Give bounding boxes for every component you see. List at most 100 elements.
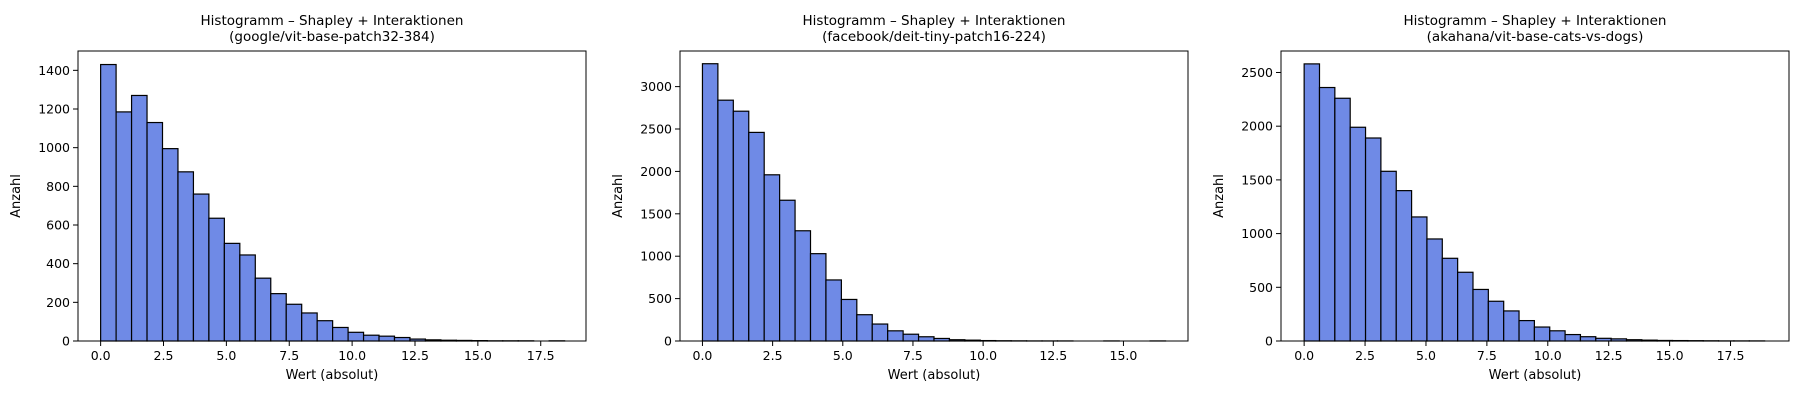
x-axis-label: Wert (absolut) bbox=[1489, 368, 1582, 383]
x-tick-label: 15.0 bbox=[1656, 348, 1684, 363]
y-tick-label: 1200 bbox=[38, 102, 70, 117]
y-tick-label: 200 bbox=[46, 295, 70, 310]
histogram-bar bbox=[1426, 238, 1443, 342]
x-tick-label: 10.0 bbox=[969, 348, 997, 363]
histogram-bar bbox=[1441, 257, 1459, 342]
histogram-bar bbox=[161, 148, 179, 342]
y-tick-label: 1000 bbox=[38, 140, 70, 155]
histogram-bar bbox=[809, 253, 827, 342]
x-tick-label: 5.0 bbox=[1416, 348, 1436, 363]
histogram-bar bbox=[1579, 336, 1597, 342]
histogram-bar bbox=[825, 279, 842, 342]
histogram-bar bbox=[717, 99, 734, 342]
x-tick-label: 0.0 bbox=[1294, 348, 1314, 363]
x-tick-label: 7.5 bbox=[1477, 348, 1497, 363]
bars bbox=[100, 63, 566, 342]
histogram-bar bbox=[254, 277, 272, 342]
histogram-bar bbox=[1318, 86, 1336, 342]
histogram-bar bbox=[378, 335, 396, 342]
x-axis-label: Wert (absolut) bbox=[888, 368, 981, 383]
x-tick-label: 2.5 bbox=[1355, 348, 1375, 363]
histogram-bar bbox=[1518, 319, 1535, 342]
histogram-bar bbox=[347, 331, 365, 342]
histogram-bar bbox=[115, 111, 133, 342]
y-tick-label: 1000 bbox=[640, 249, 672, 264]
histogram-panel-akahana-vit: Histogramm – Shapley + Interaktionen(aka… bbox=[1212, 13, 1790, 383]
histogram-bar bbox=[1487, 300, 1505, 342]
y-axis-label: Anzahl bbox=[611, 174, 626, 218]
y-tick-label: 0 bbox=[62, 334, 70, 349]
chart-title: Histogramm – Shapley + Interaktionen bbox=[1404, 13, 1667, 29]
histogram-bar bbox=[763, 174, 781, 342]
axes-frame bbox=[1280, 50, 1790, 342]
histogram-bar bbox=[1303, 63, 1321, 342]
histogram-bar bbox=[100, 63, 117, 342]
y-tick-label: 1500 bbox=[640, 206, 672, 221]
histogram-bar bbox=[748, 131, 765, 342]
x-tick-label: 5.0 bbox=[216, 348, 236, 363]
x-tick-label: 15.0 bbox=[464, 348, 492, 363]
x-tick-label: 0.0 bbox=[693, 348, 713, 363]
histogram-bar bbox=[1533, 326, 1551, 342]
histogram-bar bbox=[316, 320, 334, 342]
x-tick-label: 0.0 bbox=[91, 348, 111, 363]
y-axis-label: Anzahl bbox=[9, 174, 24, 218]
histogram-bar bbox=[794, 230, 812, 342]
y-tick-label: 0 bbox=[1265, 334, 1273, 349]
histogram-bar bbox=[146, 121, 164, 342]
x-tick-label: 10.0 bbox=[338, 348, 366, 363]
chart-title: Histogramm – Shapley + Interaktionen bbox=[803, 13, 1066, 29]
chart-subtitle: (akahana/vit-base-cats-vs-dogs) bbox=[1427, 29, 1644, 45]
histogram-bar bbox=[1503, 310, 1520, 342]
histogram-bar bbox=[1334, 97, 1351, 342]
y-tick-label: 800 bbox=[46, 179, 70, 194]
histogram-bar bbox=[223, 242, 241, 342]
histogram-bar bbox=[301, 312, 318, 342]
y-tick-label: 600 bbox=[46, 218, 70, 233]
bars bbox=[1303, 63, 1766, 342]
histogram-bar bbox=[130, 94, 148, 342]
histogram-bar bbox=[856, 314, 873, 342]
histogram-bar bbox=[1395, 190, 1413, 342]
y-axis-ticks: 0 500 1000 1500 2000 2500 3000 bbox=[640, 79, 680, 349]
histogram-bar bbox=[1457, 271, 1474, 342]
y-tick-label: 1500 bbox=[1241, 172, 1273, 187]
histogram-bar bbox=[732, 110, 750, 342]
histogram-bar bbox=[779, 199, 796, 342]
x-tick-label: 7.5 bbox=[279, 348, 299, 363]
x-tick-label: 12.5 bbox=[1039, 348, 1067, 363]
histogram-bar bbox=[270, 293, 287, 342]
x-tick-label: 12.5 bbox=[1595, 348, 1623, 363]
axes-frame bbox=[77, 50, 587, 342]
histogram-panel-facebook-deit: Histogramm – Shapley + Interaktionen(fac… bbox=[611, 13, 1189, 383]
chart-subtitle: (google/vit-base-patch32-384) bbox=[229, 29, 435, 45]
y-tick-label: 1000 bbox=[1241, 226, 1273, 241]
axes-frame bbox=[679, 50, 1189, 342]
x-tick-label: 17.5 bbox=[1717, 348, 1745, 363]
histogram-bar bbox=[208, 217, 225, 342]
y-axis-label: Anzahl bbox=[1212, 174, 1227, 218]
histogram-bar bbox=[1364, 137, 1382, 342]
histogram-bar bbox=[362, 334, 380, 342]
histogram-bar bbox=[1410, 216, 1428, 342]
x-tick-label: 2.5 bbox=[763, 348, 783, 363]
x-tick-label: 5.0 bbox=[833, 348, 853, 363]
histogram-bar bbox=[332, 326, 349, 342]
x-tick-label: 7.5 bbox=[903, 348, 923, 363]
histogram-bar bbox=[285, 303, 303, 342]
histogram-bar bbox=[192, 193, 210, 342]
y-tick-label: 2500 bbox=[640, 122, 672, 137]
x-tick-label: 17.5 bbox=[527, 348, 555, 363]
histogram-bar bbox=[1472, 288, 1489, 342]
x-axis-ticks: 0.0 2.5 5.0 7.5 10.0 12.5 15.0 17.5 bbox=[91, 341, 555, 363]
histogram-bar bbox=[917, 336, 935, 342]
y-tick-label: 2000 bbox=[640, 164, 672, 179]
x-tick-label: 2.5 bbox=[154, 348, 174, 363]
y-tick-label: 0 bbox=[664, 334, 672, 349]
y-tick-label: 400 bbox=[46, 256, 70, 271]
chart-title: Histogramm – Shapley + Interaktionen bbox=[201, 13, 464, 29]
x-axis-ticks: 0.0 2.5 5.0 7.5 10.0 12.5 15.0 17.5 bbox=[1294, 341, 1744, 363]
y-tick-label: 500 bbox=[648, 291, 672, 306]
y-axis-ticks: 0 500 1000 1500 2000 2500 bbox=[1241, 65, 1281, 349]
